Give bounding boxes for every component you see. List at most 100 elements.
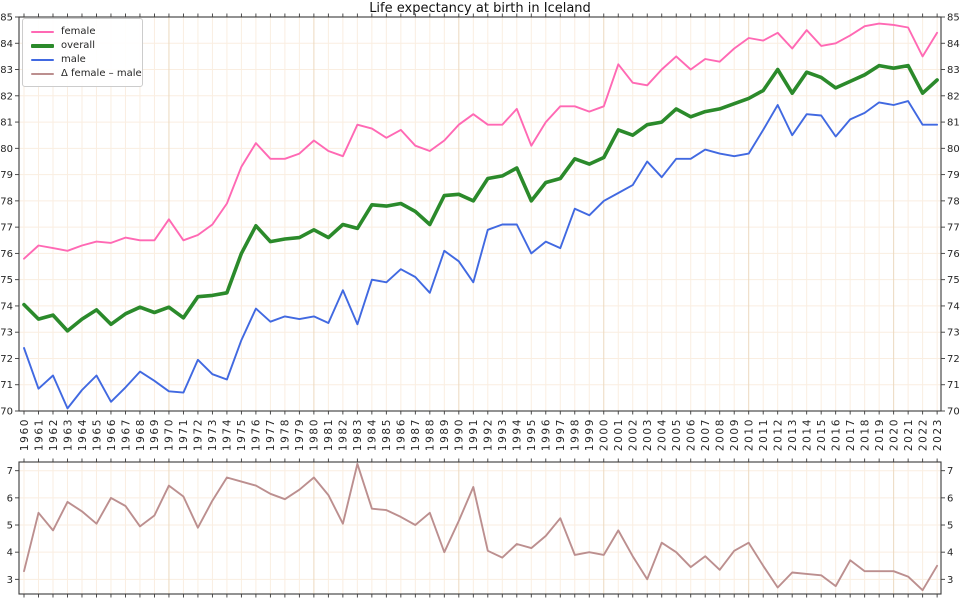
spines: [18, 16, 942, 412]
x-tick-label: 1991: [468, 418, 480, 451]
delta-line-swatch: [31, 73, 54, 75]
bottom-chart: 3 3 4 4 5 5 6 6 7 7: [7, 458, 953, 598]
y-tick-label: 5: [7, 521, 13, 532]
y-tick-label: 76: [947, 249, 960, 260]
x-tick-label: 1970: [164, 418, 176, 451]
x-tick-label: 1975: [236, 418, 248, 451]
x-tick-label: 1979: [294, 418, 306, 451]
legend-label-male: male: [61, 54, 86, 65]
x-tick-label: 2021: [903, 418, 915, 451]
x-tick-label: 2002: [628, 418, 640, 451]
y-tick-label: 78: [947, 196, 960, 207]
y-tick-label: 81: [947, 118, 960, 129]
legend-item-female: female: [31, 25, 133, 39]
x-tick-label: 2004: [657, 418, 669, 451]
y-tick-label: 75: [0, 275, 13, 286]
legend-item-delta: Δ female – male: [31, 67, 142, 81]
y-tick-label: 4: [7, 548, 13, 559]
y-tick-label: 80: [0, 144, 13, 155]
x-tick-label: 1990: [454, 418, 466, 451]
x-tick-label: 2022: [917, 418, 929, 451]
x-tick-label: 1985: [381, 418, 393, 451]
y-tick-label: 74: [0, 301, 13, 312]
top-chart: 70 70 71 71 72 72 73 73 74 74 75 75 76 76 77 77 78 78 79 79…: [0, 13, 959, 452]
x-tick-label: 2007: [700, 418, 712, 451]
x-tick-label: 2010: [744, 418, 756, 451]
male-line: [23, 100, 939, 410]
y-tick-label: 6: [947, 493, 953, 504]
x-tick-label: 1962: [48, 418, 60, 451]
chart-title: Life expectancy at birth in Iceland: [369, 1, 591, 16]
x-tick-label: 1982: [338, 418, 350, 451]
legend-label-overall: overall: [61, 40, 95, 51]
x-tick-label: 2020: [888, 418, 900, 451]
overall-line-swatch: [31, 44, 54, 48]
x-tick-label: 1968: [135, 418, 147, 451]
spines: [18, 461, 942, 595]
x-tick-label: 2008: [715, 418, 727, 451]
y-tick-label: 82: [0, 91, 13, 102]
x-tick-label: 1983: [352, 418, 364, 451]
x-tick-label: 1984: [367, 418, 379, 451]
x-tick-label: 1977: [265, 418, 277, 451]
x-tick-label: 1999: [584, 418, 596, 451]
x-tick-label: 1993: [497, 418, 509, 451]
y-tick-label: 7: [7, 466, 13, 477]
y-tick-label: 71: [947, 380, 960, 391]
x-tick-label: 1981: [323, 418, 335, 451]
x-tick-label: 1967: [120, 418, 132, 451]
x-tick-label: 1997: [555, 418, 567, 451]
y-tick-label: 75: [947, 275, 960, 286]
y-tick-label: 82: [947, 91, 960, 102]
x-tick-label: 2012: [772, 418, 784, 451]
legend-item-male: male: [31, 53, 133, 67]
x-tick-label: 1966: [106, 418, 118, 451]
x-tick-label: 1965: [91, 418, 103, 451]
x-tick-label: 2003: [642, 418, 654, 451]
y-tick-label: 3: [947, 575, 953, 586]
y-tick-label: 79: [0, 170, 13, 181]
y-tick-label: 72: [947, 354, 960, 365]
x-tick-label: 2016: [830, 418, 842, 451]
x-tick-label: 2019: [874, 418, 886, 451]
female-line: [23, 22, 939, 260]
x-tick-label: 2011: [758, 418, 770, 451]
x-tick-label: 1995: [526, 418, 538, 451]
x-tick-label: 2000: [599, 418, 611, 451]
female-line-swatch: [31, 31, 54, 33]
y-tick-label: 77: [0, 223, 13, 234]
y-tick-label: 4: [947, 548, 953, 559]
x-tick-label: 1986: [396, 418, 408, 451]
x-tick-label: 1960: [19, 418, 31, 451]
x-tick-label: 1972: [193, 418, 205, 451]
y-tick-label: 81: [0, 118, 13, 129]
x-tick-label: 1992: [483, 418, 495, 451]
x-tick-label: 1973: [207, 418, 219, 451]
x-tick-label: 1989: [439, 418, 451, 451]
y-tick-label: 73: [0, 328, 13, 339]
x-tick-label: 2015: [816, 418, 828, 451]
x-tick-label: 1987: [410, 418, 422, 451]
y-tick-label: 84: [0, 39, 13, 50]
x-tick-label: 2013: [787, 418, 799, 451]
y-tick-label: 83: [947, 65, 960, 76]
legend-box: female overall male Δ female – male: [22, 18, 143, 87]
x-tick-label: 2023: [932, 418, 944, 451]
x-tick-label: 1963: [62, 418, 74, 451]
y-tick-label: 84: [947, 39, 960, 50]
y-tick-label: 85: [0, 13, 13, 24]
x-tick-label: 1964: [77, 418, 89, 451]
y-tick-label: 6: [7, 493, 13, 504]
y-tick-label: 76: [0, 249, 13, 260]
y-tick-label: 73: [947, 328, 960, 339]
y-tick-label: 79: [947, 170, 960, 181]
x-tick-label: 1969: [149, 418, 161, 451]
x-tick-label: 2017: [845, 418, 857, 451]
x-tick-label: 2014: [801, 418, 813, 451]
x-tick-label: 2006: [686, 418, 698, 451]
x-tick-label: 2001: [613, 418, 625, 451]
y-tick-label: 74: [947, 301, 960, 312]
x-tick-label: 2005: [671, 418, 683, 451]
